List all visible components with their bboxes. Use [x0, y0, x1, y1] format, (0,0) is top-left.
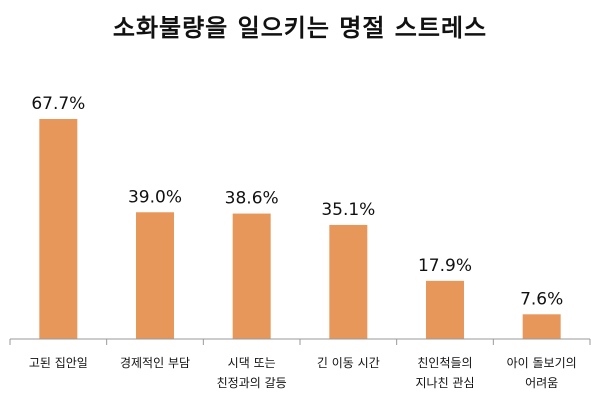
category-label-5: 친인척들의 지나친 관심: [415, 356, 474, 390]
bar-2: [136, 212, 174, 339]
bar-1: [39, 119, 78, 339]
bar-4: [329, 224, 368, 339]
category-label-4: 긴 이동 시간: [317, 356, 380, 370]
x-axis-ticks: [9, 339, 591, 345]
category-label-3: 시댁 또는 친정과의 갈등: [217, 356, 287, 390]
chart-title: 소화불량을 일으키는 명절 스트레스: [112, 14, 488, 42]
data-label-3: 38.6%: [225, 189, 279, 209]
bar-5: [426, 280, 464, 339]
bar-3: [232, 213, 271, 339]
data-label-1: 67.7%: [31, 94, 85, 114]
data-label-6: 7.6%: [520, 289, 563, 309]
bar-6: [522, 314, 561, 339]
bars-group: [39, 119, 561, 339]
category-labels-group: 고된 집안일 경제적인 부담 시댁 또는 친정과의 갈등 긴 이동 시간 친인척들의 지나친…: [29, 356, 577, 390]
category-label-6: 아이 돌보기의 어려움: [507, 356, 577, 390]
category-label-2: 경제적인 부담: [120, 356, 190, 370]
data-label-5: 17.9%: [418, 256, 472, 276]
category-label-1: 고된 집안일: [29, 356, 88, 370]
data-label-4: 35.1%: [321, 200, 375, 220]
value-labels-group: 67.7% 39.0% 38.6% 35.1% 17.9% 7.6%: [31, 94, 563, 309]
data-label-2: 39.0%: [128, 187, 182, 207]
